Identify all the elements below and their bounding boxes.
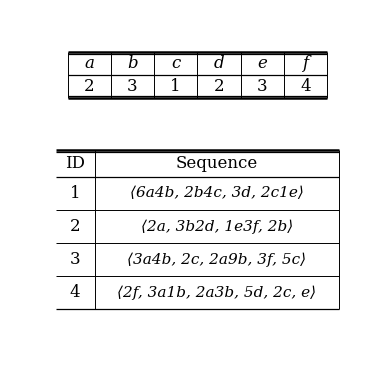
Text: 3: 3 [70, 251, 80, 268]
Text: e: e [257, 55, 267, 72]
Text: c: c [171, 55, 180, 72]
Text: ⟨2a, 3b2d, 1e3f, 2b⟩: ⟨2a, 3b2d, 1e3f, 2b⟩ [141, 219, 293, 234]
Text: 4: 4 [70, 284, 80, 301]
Text: 1: 1 [70, 185, 80, 202]
Text: ID: ID [65, 155, 85, 172]
Text: 2: 2 [84, 78, 94, 95]
Text: d: d [214, 55, 224, 72]
Text: 3: 3 [127, 78, 138, 95]
Text: a: a [84, 55, 94, 72]
Text: ⟨6a4b, 2b4c, 3d, 2c1e⟩: ⟨6a4b, 2b4c, 3d, 2c1e⟩ [130, 187, 304, 200]
Text: Sequence: Sequence [176, 155, 258, 172]
Text: f: f [303, 55, 308, 72]
Text: ⟨2f, 3a1b, 2a3b, 5d, 2c, e⟩: ⟨2f, 3a1b, 2a3b, 5d, 2c, e⟩ [117, 286, 316, 300]
Text: 3: 3 [257, 78, 268, 95]
Text: 4: 4 [300, 78, 311, 95]
Text: 1: 1 [171, 78, 181, 95]
Text: b: b [127, 55, 138, 72]
Text: ⟨3a4b, 2c, 2a9b, 3f, 5c⟩: ⟨3a4b, 2c, 2a9b, 3f, 5c⟩ [127, 252, 306, 267]
Text: 2: 2 [70, 218, 80, 235]
Text: 2: 2 [214, 78, 224, 95]
